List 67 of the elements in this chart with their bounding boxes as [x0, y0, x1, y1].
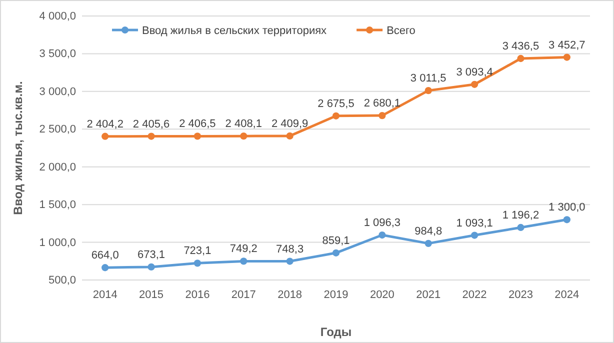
x-tick-label: 2014: [92, 288, 118, 301]
x-tick-label: 2017: [231, 288, 256, 301]
legend-label: Ввод жилья в сельских территориях: [142, 25, 328, 37]
data-label: 2 675,5: [318, 98, 354, 110]
y-tick-label: 2 000,0: [39, 161, 76, 174]
point: [102, 132, 109, 140]
data-label: 3 452,7: [548, 39, 586, 52]
y-tick-label: 4 000,0: [39, 10, 76, 23]
point: [517, 224, 524, 232]
data-label: 673,1: [138, 248, 166, 261]
legend-label: Всего: [386, 25, 416, 37]
y-tick-label: 2 500,0: [39, 124, 76, 136]
point: [194, 132, 202, 140]
point: [424, 240, 432, 247]
x-tick-label: 2015: [139, 288, 164, 301]
point: [194, 260, 202, 267]
x-tick-label: 2019: [324, 288, 348, 301]
point: [102, 264, 109, 272]
point: [332, 112, 340, 120]
y-tick-label: 3 500,0: [39, 48, 76, 60]
y-tick-label: 3 000,0: [39, 86, 76, 98]
point: [378, 112, 386, 120]
x-tick-label: 2024: [554, 288, 580, 301]
x-tick-label: 2018: [278, 288, 302, 301]
point: [240, 258, 248, 265]
x-tick-label: 2023: [508, 288, 533, 301]
data-label: 984,8: [414, 225, 442, 238]
data-label: 1 300,0: [548, 202, 586, 214]
x-tick-label: 2020: [370, 288, 394, 301]
data-label: 1 096,3: [364, 217, 401, 230]
point: [470, 80, 478, 88]
y-axis-title: Ввод жилья, тыс.кв.м.: [11, 81, 25, 215]
data-label: 748,3: [276, 243, 304, 256]
data-label: 1 093,1: [456, 217, 493, 230]
x-tick-label: 2016: [185, 288, 210, 301]
data-label: 2 680,1: [364, 98, 401, 110]
data-label: 2 405,6: [132, 118, 170, 130]
y-tick-label: 1 500,0: [39, 199, 76, 212]
point: [148, 132, 155, 140]
point: [332, 249, 340, 256]
data-label: 2 409,9: [271, 118, 308, 130]
data-label: 2 404,2: [86, 118, 124, 130]
y-tick-label: 500,0: [48, 274, 76, 287]
data-label: 664,0: [91, 250, 119, 262]
point: [563, 216, 570, 224]
data-label: 3 011,5: [410, 72, 446, 85]
point: [148, 263, 155, 271]
data-label: 3 436,5: [502, 40, 540, 53]
point: [286, 132, 294, 140]
point: [378, 231, 386, 239]
data-label: 2 408,1: [225, 118, 262, 130]
data-label: 723,1: [184, 245, 212, 258]
x-axis-title: Годы: [320, 325, 352, 339]
data-label: 859,1: [322, 234, 350, 247]
y-tick-label: 1 000,0: [39, 236, 76, 249]
data-label: 3 093,4: [456, 66, 493, 78]
point: [517, 54, 524, 62]
point: [470, 232, 478, 239]
point: [563, 54, 570, 61]
data-label: 2 406,5: [179, 118, 216, 130]
point: [286, 258, 294, 265]
x-tick-label: 2021: [416, 288, 441, 301]
point: [424, 87, 432, 94]
x-tick-label: 2022: [462, 288, 487, 301]
point: [240, 132, 248, 140]
data-label: 749,2: [230, 243, 258, 256]
data-label: 1 196,2: [502, 209, 540, 222]
